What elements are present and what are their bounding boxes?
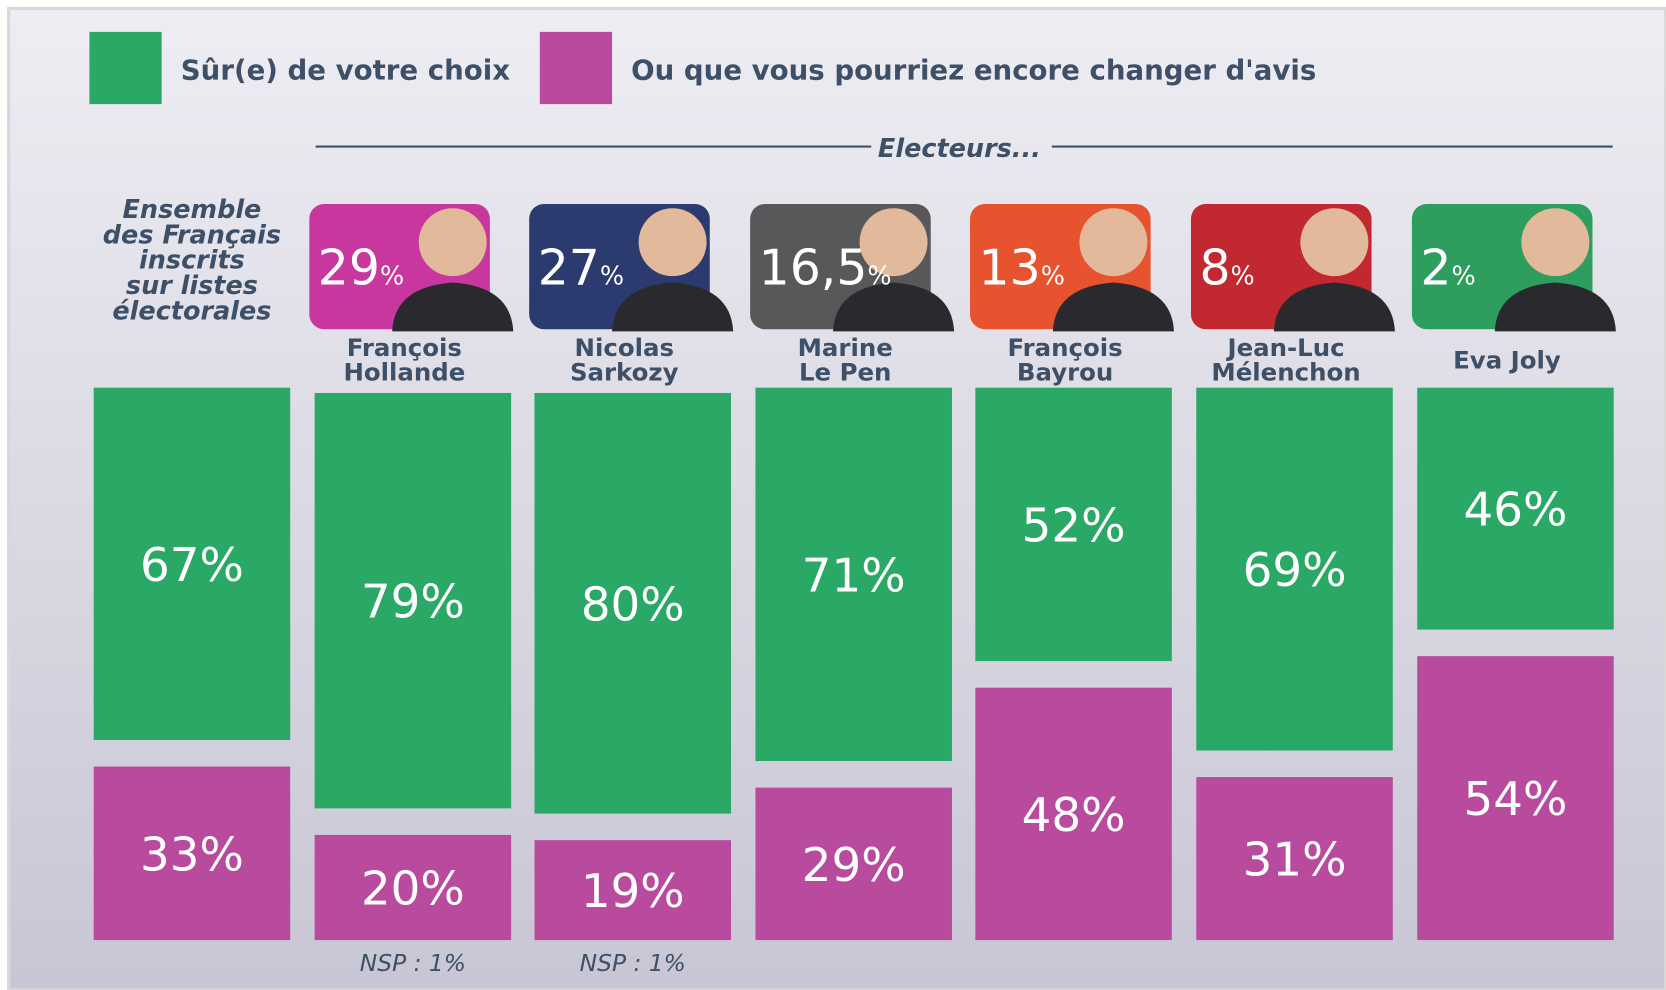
bar-segment <box>1196 777 1393 941</box>
value-label: 46% <box>1464 484 1568 538</box>
portrait-head <box>638 208 707 277</box>
note: NSP : 1% <box>580 949 686 977</box>
category-label: Nicolas Sarkozy <box>570 333 679 386</box>
category-label: Marine Le Pen <box>798 333 893 386</box>
bar-segment <box>755 787 952 941</box>
bar-segment <box>1196 387 1393 751</box>
bar-segment <box>534 840 732 941</box>
value-label: 33% <box>140 828 244 882</box>
portrait-body <box>1052 282 1174 332</box>
category-label: Eva Joly <box>1453 346 1561 375</box>
bar-segment <box>1417 656 1614 941</box>
legend-swatch <box>539 31 613 105</box>
candidate-score: 27% <box>538 240 624 297</box>
portrait-head <box>1521 208 1590 277</box>
value-label: 79% <box>361 576 465 630</box>
portrait-body <box>1494 282 1616 332</box>
bar-segment <box>93 766 291 941</box>
portrait-head <box>1079 208 1148 277</box>
value-label: 80% <box>581 578 685 632</box>
candidate-score: 16,5% <box>759 240 892 297</box>
value-label: 31% <box>1243 834 1347 888</box>
portrait-body <box>833 282 955 332</box>
portrait-head <box>1300 208 1369 277</box>
value-label: 69% <box>1243 544 1347 598</box>
category-label: Ensemble des Français inscrits sur listes él… <box>103 195 281 327</box>
bar-segment <box>975 387 1172 662</box>
bar-segment <box>755 387 952 762</box>
candidate-score: 8% <box>1199 240 1254 297</box>
legend-swatch <box>89 31 162 105</box>
candidate-score: 2% <box>1420 240 1475 297</box>
value-label: 20% <box>361 862 465 916</box>
bar-segment <box>93 387 291 741</box>
value-label: 67% <box>140 539 244 593</box>
bar-segment <box>534 392 732 814</box>
category-label: François Hollande <box>343 333 465 386</box>
value-label: 71% <box>802 549 906 603</box>
value-label: 54% <box>1464 773 1568 827</box>
value-label: 29% <box>802 839 906 893</box>
value-label: 52% <box>1022 499 1126 553</box>
candidate-score: 29% <box>318 240 404 297</box>
heading: Electeurs... <box>878 134 1041 164</box>
legend-label: Ou que vous pourriez encore changer d'av… <box>631 54 1316 87</box>
candidate-score: 13% <box>979 240 1065 297</box>
bar-segment <box>314 834 512 941</box>
value-label: 19% <box>581 865 685 919</box>
portrait-body <box>1273 282 1395 332</box>
portrait-head <box>859 208 928 277</box>
bar-segment <box>1417 387 1614 630</box>
portrait-body <box>392 282 514 332</box>
bar-segment <box>975 687 1172 941</box>
portrait-head <box>418 208 487 277</box>
legend-label: Sûr(e) de votre choix <box>181 54 510 87</box>
portrait-body <box>612 282 734 332</box>
bar-segment <box>314 392 512 809</box>
category-label: Jean-Luc Mélenchon <box>1211 333 1360 386</box>
value-label: 48% <box>1022 789 1126 843</box>
category-label: François Bayrou <box>1007 333 1122 386</box>
note: NSP : 1% <box>360 949 466 977</box>
